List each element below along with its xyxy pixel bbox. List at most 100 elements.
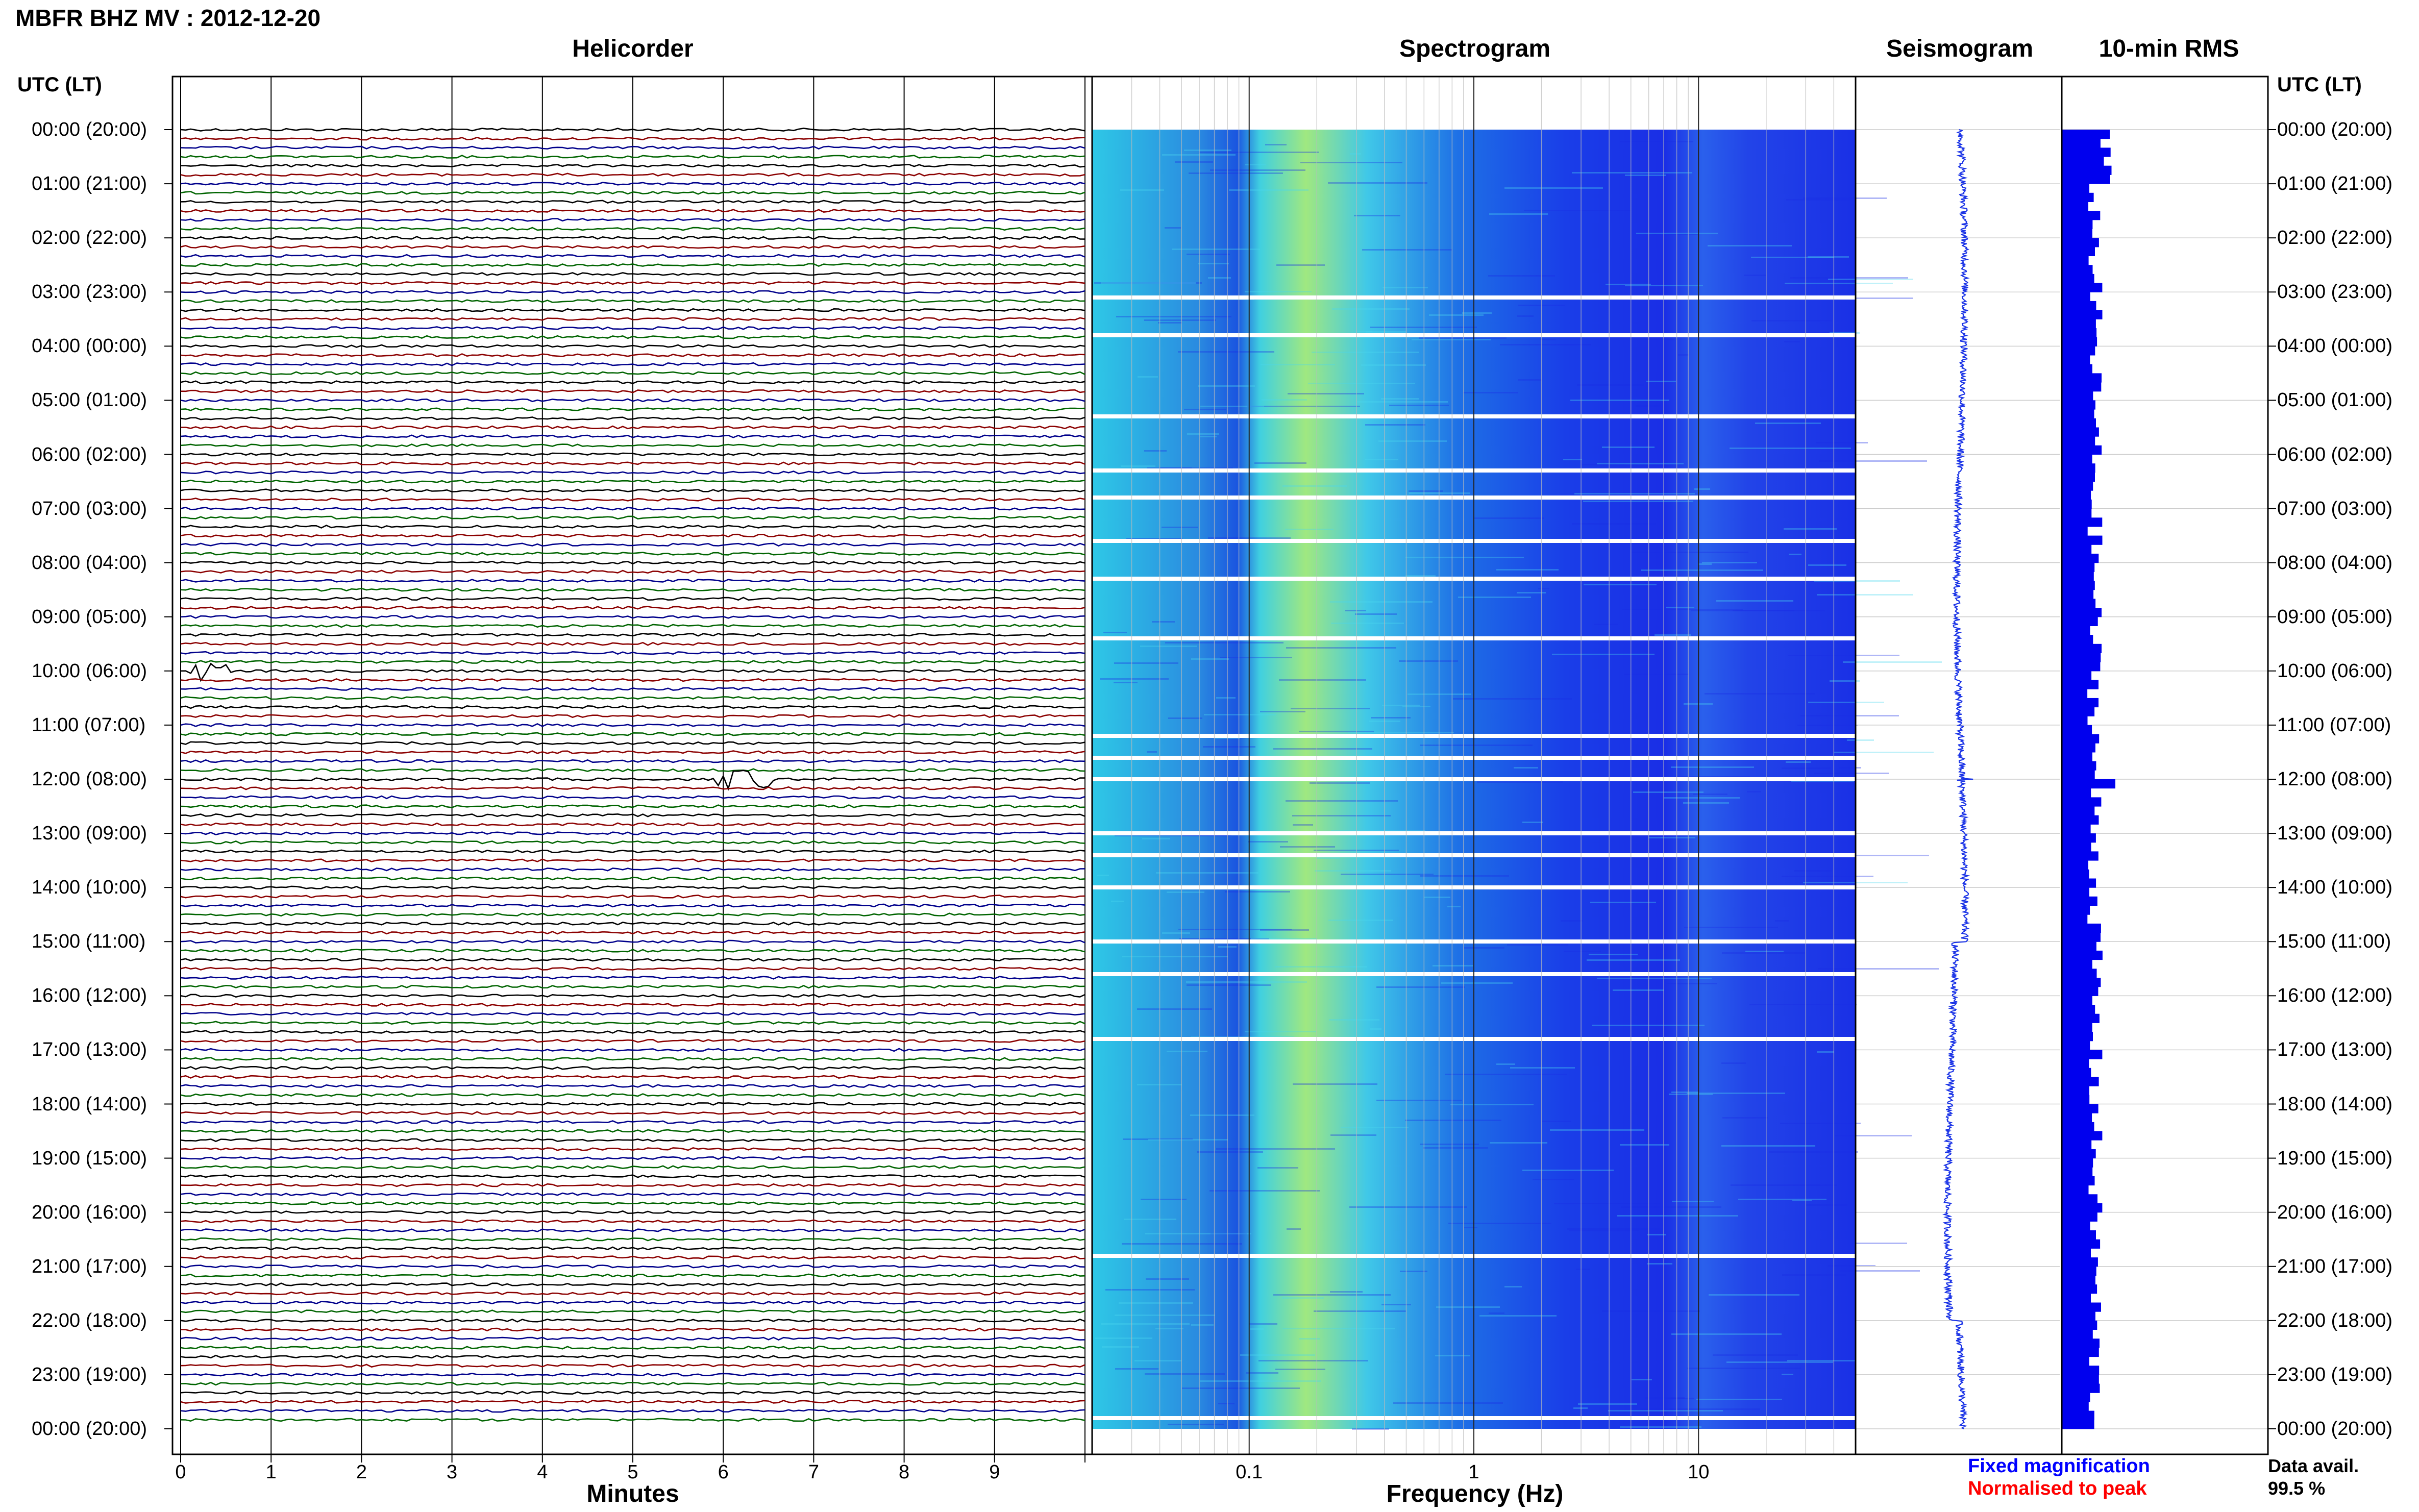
spectrogram-texture [1429, 314, 1484, 316]
helicorder-trace [180, 606, 1085, 610]
helicorder-trace [180, 335, 1085, 339]
time-label-left: 00:00 (20:00) [32, 1418, 147, 1440]
spectrogram-texture [1678, 354, 1689, 356]
spectrogram-texture [1803, 197, 1887, 199]
rms-bar [2062, 752, 2092, 762]
spectrogram-texture [1447, 906, 1461, 907]
helicorder-trace [180, 326, 1085, 330]
spectrogram-texture [1293, 824, 1313, 826]
helicorder-trace [180, 515, 1085, 520]
spectrogram-texture [1574, 493, 1695, 494]
rms-bar [2062, 806, 2095, 816]
helicorder-trace [180, 1147, 1085, 1151]
spectrogram-texture [1647, 1234, 1666, 1235]
rms-bar [2062, 572, 2094, 581]
rms-bar [2062, 409, 2094, 419]
helicorder-trace [180, 705, 1085, 709]
helicorder-trace [180, 930, 1085, 935]
time-label-left: 21:00 (17:00) [32, 1255, 147, 1277]
time-label-left: 09:00 (05:00) [32, 606, 147, 628]
spectrogram-texture [1200, 406, 1264, 407]
spectrogram-texture [1100, 678, 1169, 680]
spectrogram-texture [1115, 835, 1229, 836]
helicorder-trace [180, 1400, 1085, 1404]
spectrogram-texture [1356, 331, 1372, 332]
rms-bar [2062, 635, 2093, 645]
time-label-left: 04:00 (00:00) [32, 335, 147, 357]
rms-bar [2062, 1393, 2090, 1402]
spectrogram-texture [1121, 465, 1155, 467]
rms-bar [2062, 969, 2097, 978]
spectrogram-texture [1184, 409, 1226, 410]
helicorder-trace [180, 1111, 1085, 1115]
spectrogram-texture [1147, 467, 1192, 469]
rms-bar [2062, 878, 2096, 888]
spectrogram-texture [1229, 189, 1309, 191]
rms-bar [2062, 1140, 2092, 1150]
spectrogram-texture [1808, 702, 1884, 703]
helicorder-trace [180, 662, 1085, 682]
spectrogram-texture [1510, 1067, 1575, 1069]
helicorder-trace [180, 579, 1085, 583]
helicorder-trace [180, 1003, 1085, 1007]
spectrogram-texture [1145, 1233, 1251, 1234]
spectrogram-texture [1817, 594, 1913, 596]
time-label-right: 01:00 (21:00) [2277, 173, 2393, 195]
rms-bar [2062, 1320, 2097, 1330]
helicorder-trace [180, 1038, 1085, 1043]
rms-bar [2062, 472, 2095, 482]
spectrogram-texture [1165, 227, 1181, 229]
spectrogram-texture [1179, 938, 1269, 939]
helicorder-trace [180, 533, 1085, 538]
spectrogram-texture [1423, 1147, 1488, 1149]
time-label-left: 18:00 (14:00) [32, 1093, 147, 1115]
spectrogram-texture [1122, 956, 1228, 957]
spectrogram-texture [1751, 257, 1834, 258]
rms-bar [2062, 716, 2088, 726]
rms-bar [2062, 1131, 2103, 1141]
helicorder-trace [180, 488, 1085, 493]
spectrogram-texture [1182, 1387, 1300, 1389]
spectrogram-texture [1489, 213, 1548, 215]
rms-bar [2062, 1374, 2099, 1384]
spectrogram-texture [1664, 797, 1740, 799]
helicorder-trace [180, 1391, 1085, 1395]
spectrogram-texture [1731, 1184, 1837, 1186]
spectrogram-texture [1572, 172, 1692, 173]
time-label-right: 16:00 (12:00) [2277, 985, 2393, 1007]
rms-bar [2062, 157, 2104, 166]
spectrogram-texture [1709, 1294, 1799, 1296]
spectrogram-texture [1570, 400, 1669, 401]
helicorder-trace [180, 687, 1085, 691]
spectrogram-texture [1260, 929, 1309, 931]
spectrogram-texture [1273, 1294, 1391, 1296]
spectrogram-texture [1782, 1274, 1846, 1276]
rms-bar [2062, 526, 2088, 536]
spectrogram-texture [1666, 607, 1694, 608]
spectrogram-texture [1721, 1145, 1815, 1147]
time-label-right: 06:00 (02:00) [2277, 443, 2393, 465]
helicorder-trace [180, 1264, 1085, 1269]
time-label-right: 12:00 (08:00) [2277, 769, 2393, 790]
spectrogram-texture [1167, 1051, 1207, 1052]
helicorder-trace [180, 452, 1085, 457]
rms-bar [2062, 1122, 2094, 1132]
spectrogram-texture [1208, 277, 1231, 279]
spectrogram-texture [1669, 1094, 1713, 1095]
spectrogram-texture [1187, 254, 1230, 255]
spectrogram-texture [1602, 447, 1655, 448]
spectrogram-texture [1420, 1144, 1479, 1145]
spectrogram-texture [1257, 1167, 1298, 1169]
spectrogram-texture [1504, 187, 1603, 189]
helicorder-trace [180, 200, 1085, 204]
rms-bar [2062, 887, 2089, 897]
rms-bar [2062, 959, 2092, 969]
spectrogram-texture [1328, 920, 1393, 921]
helicorder-trace [180, 1174, 1085, 1178]
helicorder-trace [180, 389, 1085, 393]
helicorder-tick-label: 5 [627, 1461, 638, 1483]
spectrogram-texture [1211, 1233, 1247, 1234]
helicorder-trace [180, 172, 1085, 177]
spectrogram-texture [1640, 1408, 1760, 1410]
